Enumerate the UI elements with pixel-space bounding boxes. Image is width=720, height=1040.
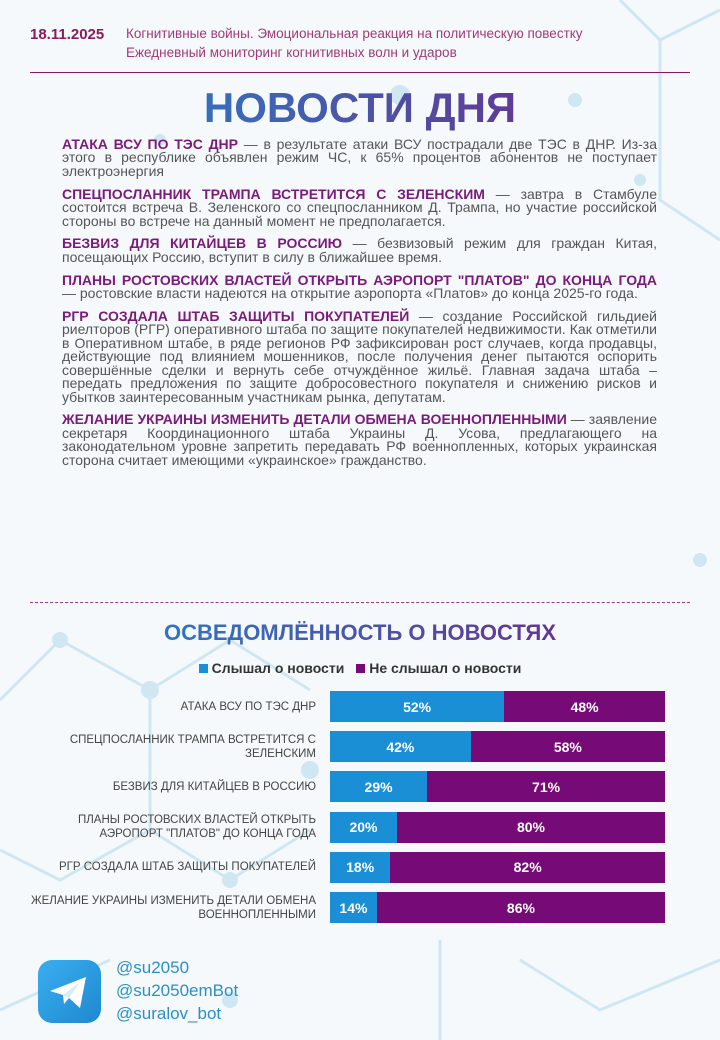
data-label: 71%	[532, 778, 561, 795]
news-item: ЖЕЛАНИЕ УКРАИНЫ ИЗМЕНИТЬ ДЕТАЛИ ОБМЕНА В…	[62, 411, 657, 468]
news-item: БЕЗВИЗ ДЛЯ КИТАЙЦЕВ В РОССИЮ — безвизовы…	[62, 235, 658, 265]
telegram-handle[interactable]: @su2050emBot	[116, 981, 239, 1000]
news-headline: БЕЗВИЗ ДЛЯ КИТАЙЦЕВ В РОССИЮ	[62, 235, 343, 252]
news-item: АТАКА ВСУ ПО ТЭС ДНР — в результате атак…	[62, 136, 657, 179]
telegram-handle[interactable]: @su2050	[116, 958, 190, 977]
telegram-icon	[38, 960, 101, 1023]
news-body: — заявление секретаря Координационного ш…	[62, 411, 657, 468]
category-label: ПЛАНЫ РОСТОВСКИХ ВЛАСТЕЙ ОТКРЫТЬ АЭРОПОР…	[77, 814, 316, 841]
chart-title: ОСВЕДОМЛЁННОСТЬ О НОВОСТЯХ	[0, 620, 720, 646]
news-body: — в результате атаки ВСУ пострадали две …	[62, 136, 657, 179]
bar-heard: 18%	[330, 851, 391, 883]
legend-label: Слышал о новости	[211, 660, 345, 676]
data-label: 58%	[553, 738, 582, 755]
page-title: НОВОСТИ ДНЯ	[0, 84, 720, 132]
legend-swatch-heard	[198, 664, 208, 673]
header-divider	[30, 72, 690, 73]
legend-label: Не слышал о новости	[369, 660, 522, 676]
category-label: ЖЕЛАНИЕ УКРАИНЫ ИЗМЕНИТЬ ДЕТАЛИ ОБМЕНА В…	[30, 894, 316, 921]
header-subtitle: Когнитивные войны. Эмоциональная реакция…	[126, 26, 583, 41]
news-body: — создание Российской гильдией риелторов…	[62, 308, 657, 405]
bar-heard: 20%	[330, 811, 397, 843]
news-headline: СПЕЦПОСЛАННИК ТРАМПА ВСТРЕТИТСЯ С ЗЕЛЕНС…	[62, 185, 485, 202]
news-body: — завтра в Стамбуле состоится встреча В.…	[62, 185, 658, 229]
bar-not-heard: 86%	[376, 892, 665, 923]
telegram-handle[interactable]: @suralov_bot	[116, 1004, 222, 1023]
data-label: 82%	[513, 859, 542, 876]
news-body: — безвизовый режим для граждан Китая, по…	[62, 235, 658, 265]
bar-not-heard: 71%	[427, 771, 665, 803]
data-label: 48%	[570, 698, 599, 715]
data-label: 18%	[346, 859, 375, 876]
bar-not-heard: 48%	[504, 691, 665, 722]
legend-item: Не слышал о новости	[356, 660, 521, 676]
news-headline: ПЛАНЫ РОСТОВСКИХ ВЛАСТЕЙ ОТКРЫТЬ АЭРОПОР…	[62, 271, 657, 288]
news-item: ПЛАНЫ РОСТОВСКИХ ВЛАСТЕЙ ОТКРЫТЬ АЭРОПОР…	[62, 271, 657, 302]
bar-heard: 42%	[330, 731, 471, 763]
data-label: 14%	[339, 899, 368, 916]
data-label: 20%	[349, 819, 378, 836]
news-list: АТАКА ВСУ ПО ТЭС ДНР — в результате атак…	[62, 136, 658, 477]
legend-item: Слышал о новости	[198, 660, 345, 676]
category-label: АТАКА ВСУ ПО ТЭС ДНР	[180, 700, 316, 713]
data-label: 80%	[516, 819, 546, 836]
data-label: 42%	[386, 738, 415, 755]
legend-swatch-not-heard	[356, 664, 366, 673]
news-item: СПЕЦПОСЛАННИК ТРАМПА ВСТРЕТИТСЯ С ЗЕЛЕНС…	[62, 185, 658, 229]
bar-not-heard: 82%	[390, 851, 665, 883]
news-body: — ростовские власти надеются на открытие…	[62, 285, 638, 302]
data-label: 29%	[364, 778, 393, 795]
category-label: РГР СОЗДАЛА ШТАБ ЗАЩИТЫ ПОКУПАТЕЛЕЙ	[58, 861, 316, 874]
bar-heard: 52%	[330, 691, 505, 722]
bar-heard: 29%	[330, 771, 428, 803]
data-label: 86%	[506, 899, 535, 916]
news-headline: ЖЕЛАНИЕ УКРАИНЫ ИЗМЕНИТЬ ДЕТАЛИ ОБМЕНА В…	[62, 411, 567, 428]
news-headline: АТАКА ВСУ ПО ТЭС ДНР	[62, 136, 238, 152]
category-label: БЕЗВИЗ ДЛЯ КИТАЙЦЕВ В РОССИЮ	[112, 780, 316, 793]
data-label: 52%	[403, 698, 432, 715]
category-label: СПЕЦПОСЛАННИК ТРАМПА ВСТРЕТИТСЯ С ЗЕЛЕНС…	[69, 733, 316, 760]
news-item: РГР СОЗДАЛА ШТАБ ЗАЩИТЫ ПОКУПАТЕЛЕЙ — со…	[62, 308, 657, 405]
news-headline: РГР СОЗДАЛА ШТАБ ЗАЩИТЫ ПОКУПАТЕЛЕЙ	[62, 308, 410, 325]
bar-not-heard: 58%	[470, 731, 665, 763]
bar-not-heard: 80%	[397, 811, 665, 843]
header-subtitle-2: Ежедневный мониторинг когнитивных волн и…	[126, 45, 457, 60]
section-divider	[30, 602, 690, 603]
bar-heard: 14%	[330, 892, 377, 923]
chart-legend: Слышал о новости Не слышал о новости	[0, 660, 720, 676]
report-date: 18.11.2025	[30, 26, 105, 43]
